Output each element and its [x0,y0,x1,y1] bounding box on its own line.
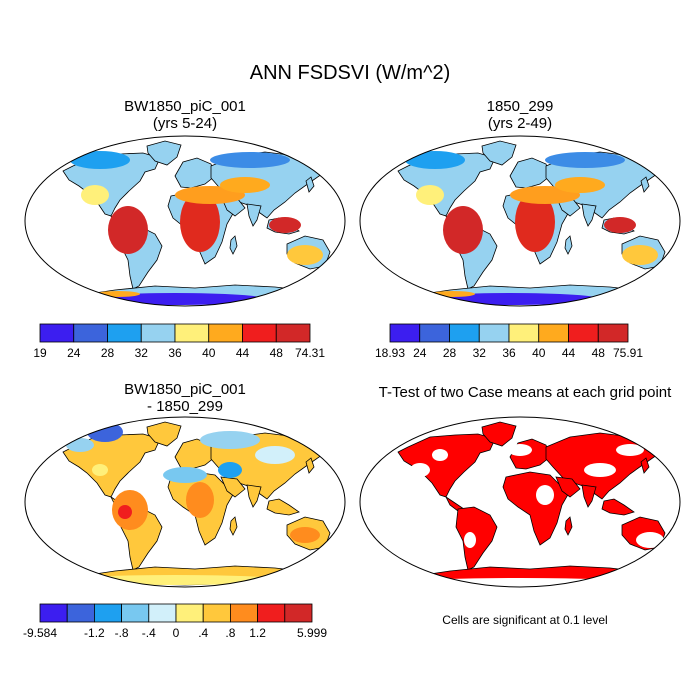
colorbar-3-box-3 [121,603,150,623]
colorbar-2-box-4 [508,323,540,343]
map-1-color-fields [70,151,323,305]
colorbar-1-label-4: 36 [168,346,182,360]
colorbar-2-box-1 [419,323,450,343]
colorbar-3-label-4: 0 [173,626,180,640]
colorbar-1-box-4 [174,323,210,343]
colorbar-1-label-0: 19 [33,346,47,360]
colorbar-1-label-8: 74.31 [295,346,325,360]
colorbar-2-box-5 [538,323,569,343]
colorbar-2-label-2: 28 [443,346,457,360]
colorbar-3-box-5 [175,603,204,623]
colorbar-2-label-1: 24 [413,346,427,360]
main-title: ANN FSDSVI (W/m^2) [249,62,451,84]
colorbar-3-box-7 [229,603,258,623]
colorbar-3-box-2 [94,603,123,623]
colorbar-1: 19 24 28 32 36 40 44 48 74.31 [33,323,325,360]
colorbar-3-box-0 [39,603,68,623]
colorbar-3-label-2: -.8 [115,626,129,640]
colorbar-2-label-5: 40 [532,346,546,360]
colorbar-1-box-7 [275,323,311,343]
colorbar-3-box-9 [284,603,313,623]
colorbar-2-label-3: 32 [473,346,487,360]
colorbar-2: 18.93 24 28 32 36 40 44 48 75.91 [375,323,643,360]
colorbar-3: -9.584 -1.2 -.8 -.4 0 .4 .8 1.2 5.999 [23,603,327,640]
panel-1-title-line1: BW1850_piC_001 [124,98,246,115]
colorbar-3-label-1: -1.2 [84,626,105,640]
colorbar-1-label-7: 48 [270,346,284,360]
panel-2-title: 1850_299 (yrs 2-49) [395,98,645,132]
colorbar-1-box-5 [208,323,243,343]
panel-4-title: T-Test of two Case means at each grid po… [378,384,672,401]
colorbar-2-box-0 [389,323,421,343]
colorbar-1-box-3 [140,323,176,343]
colorbar-2-box-6 [568,323,599,343]
globe-outline-3 [24,416,346,588]
colorbar-1-box-0 [39,323,75,343]
map-panel-4 [359,416,681,588]
map-panel-1 [24,135,346,307]
panel-3-title-line2: - 1850_299 [147,398,223,415]
colorbar-3-label-5: .4 [198,626,208,640]
globe-outline-4 [359,416,681,588]
colorbar-1-label-2: 28 [101,346,115,360]
colorbar-1-box-6 [242,323,277,343]
panel-2-title-line2: (yrs 2-49) [487,115,553,132]
colorbar-1-label-1: 24 [67,346,81,360]
colorbar-1-box-1 [73,323,108,343]
colorbar-2-label-6: 44 [562,346,576,360]
colorbar-2-label-0: 18.93 [375,346,405,360]
colorbar-3-label-0: -9.584 [23,626,57,640]
panel-1-title-line2: (yrs 5-24) [152,115,218,132]
map-panel-3 [24,416,346,588]
colorbar-3-label-3: -.4 [142,626,156,640]
globe-outline-1 [24,135,346,307]
colorbar-3-box-4 [148,603,177,623]
panel-2-title-line1: 1850_299 [486,98,554,115]
colorbar-1-label-5: 40 [202,346,216,360]
colorbar-2-label-7: 48 [592,346,606,360]
colorbar-2-box-3 [478,323,510,343]
colorbar-3-box-6 [202,603,231,623]
colorbar-3-label-7: 1.2 [249,626,266,640]
colorbar-2-label-4: 36 [502,346,516,360]
colorbar-2-label-8: 75.91 [613,346,643,360]
map-panel-2 [359,135,681,307]
colorbar-2-box-7 [597,323,629,343]
panel-3-title: BW1850_piC_001 - 1850_299 [60,381,310,415]
colorbar-3-label-8: 5.999 [297,626,327,640]
panel-3-title-line1: BW1850_piC_001 [124,381,246,398]
panel-1-title: BW1850_piC_001 (yrs 5-24) [60,98,310,132]
colorbar-1-label-3: 32 [135,346,149,360]
colorbar-1-label-6: 44 [236,346,250,360]
significance-note: Cells are significant at 0.1 level [442,613,608,627]
globe-outline-2 [359,135,681,307]
colorbar-3-box-8 [257,603,286,623]
colorbar-3-label-6: .8 [225,626,235,640]
colorbar-3-box-1 [66,603,95,623]
colorbar-1-box-2 [107,323,142,343]
colorbar-2-box-2 [449,323,480,343]
